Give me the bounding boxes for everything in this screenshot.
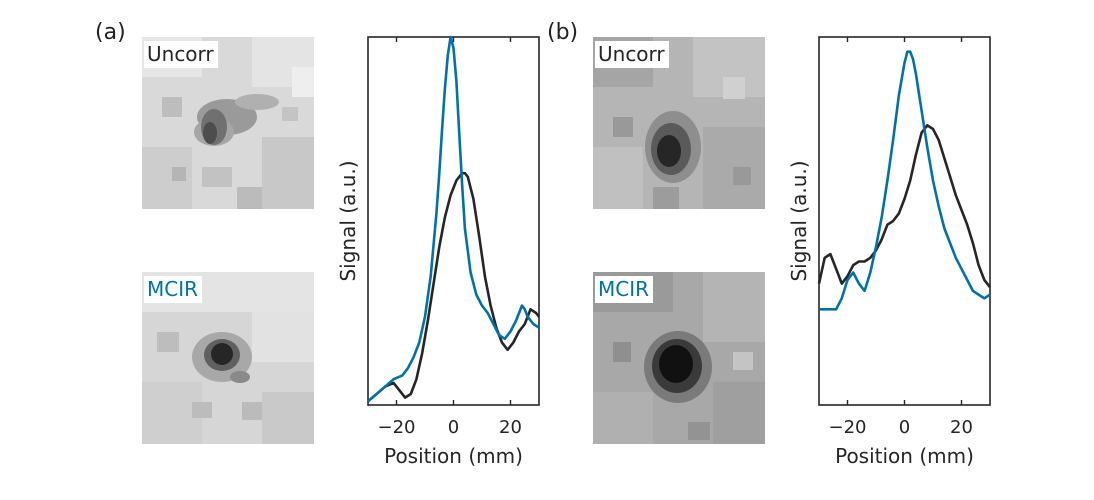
plot-b-series-uncorr [817,124,992,289]
mcir-image-b: MCIR [593,272,765,444]
plot-a-series-mcir [367,35,540,403]
plot-a-axes-box [367,36,540,406]
plot-b-xlabel: Position (mm) [835,444,974,468]
plot-b-ylabel: Signal (a.u.) [787,160,811,281]
plot-b-series-mcir [819,50,991,311]
plot-a-xtick-label: 20 [499,417,522,438]
plot-b-xtick-label: 20 [950,417,973,438]
uncorr-image-b: Uncorr [593,37,765,209]
uncorr-label-b: Uncorr [595,41,669,68]
plot-a-ylabel: Signal (a.u.) [336,160,360,281]
plot-b-xtick-label: 0 [899,417,910,438]
plot-a-series-uncorr [367,171,541,403]
plot-a-xtick-label: 0 [448,417,459,438]
uncorr-image-a: Uncorr [142,37,314,209]
plot-a-xlabel: Position (mm) [384,444,523,468]
panel-a-label: (a) [95,20,126,45]
plot-b-axes-box [818,36,991,406]
uncorr-label-a: Uncorr [144,41,218,68]
mcir-label-b: MCIR [595,276,654,303]
panel-b-label: (b) [547,20,579,45]
mcir-image-a: MCIR [142,272,314,444]
plot-a-xtick-label: −20 [378,417,416,438]
plot-b-xtick-label: −20 [829,417,867,438]
signal-plot-b: −20 0 20 Position (mm) Signal (a.u.) [787,36,992,468]
signal-plot-a: −20 0 20 Position (mm) Signal (a.u.) [336,35,541,468]
mcir-label-a: MCIR [144,276,203,303]
